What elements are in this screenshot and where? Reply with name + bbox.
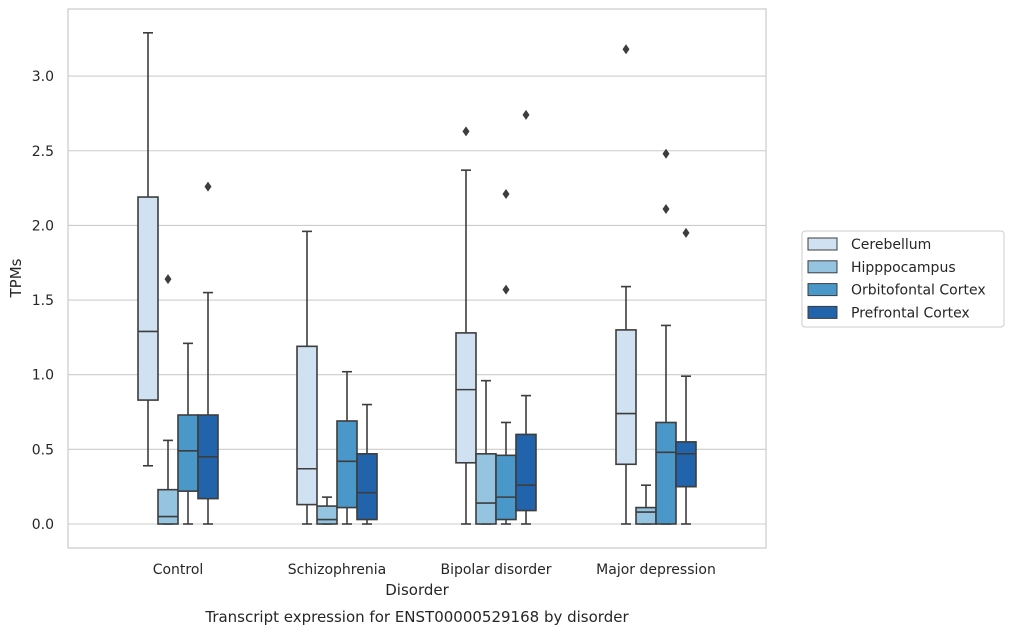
plot-frame: [67, 8, 767, 549]
iqr-box: [475, 453, 497, 525]
x-tick-label: Control: [153, 562, 204, 578]
iqr-box: [137, 196, 159, 401]
y-tick-label: 1.0: [32, 368, 54, 384]
y-tick-label: 0.5: [32, 442, 54, 458]
box-bipolar-disorder-hipppocampus: [475, 379, 497, 525]
box-bipolar-disorder-orbitofontal-cortex: [495, 189, 517, 525]
box-control-cerebellum: [137, 32, 159, 467]
iqr-box: [495, 454, 517, 521]
x-tick-labels: Control Schizophrenia Bipolar disorder Majo…: [153, 562, 716, 578]
iqr-box: [615, 329, 637, 466]
box-schizophrenia-hipppocampus: [316, 496, 338, 525]
outlier-point: [682, 227, 690, 238]
box-control-orbitofontal-cortex: [177, 342, 199, 525]
box-major-depression-cerebellum: [615, 44, 637, 525]
y-axis-label: TPMs: [7, 258, 25, 298]
chart-caption: Transcript expression for ENST0000052916…: [204, 608, 629, 626]
y-tick-label: 2.5: [32, 144, 54, 160]
box-major-depression-hipppocampus: [635, 484, 657, 525]
legend-label: Cerebellum: [851, 237, 931, 253]
legend-swatch: [807, 260, 838, 274]
box-bipolar-disorder-cerebellum: [455, 126, 477, 525]
iqr-box: [655, 421, 677, 525]
legend-label: Hipppocampus: [851, 260, 956, 276]
y-tick-label: 2.0: [32, 218, 54, 234]
y-tick-labels: 0.0 0.5 1.0 1.5 2.0 2.5 3.0: [32, 69, 54, 533]
iqr-box: [356, 453, 378, 521]
iqr-box: [635, 506, 657, 525]
outlier-point: [204, 181, 212, 192]
outlier-point: [522, 109, 530, 120]
box-major-depression-prefrontal-cortex: [675, 227, 697, 525]
outlier-point: [502, 189, 510, 200]
legend-label: Orbitofontal Cortex: [851, 283, 986, 299]
box-major-depression-orbitofontal-cortex: [655, 148, 677, 525]
x-tick-label: Major depression: [596, 562, 716, 578]
outlier-point: [662, 148, 670, 159]
iqr-box: [177, 414, 199, 492]
y-tick-label: 3.0: [32, 69, 54, 85]
outlier-point: [622, 44, 630, 55]
box-bipolar-disorder-prefrontal-cortex: [515, 109, 537, 525]
iqr-box: [336, 420, 358, 509]
iqr-box: [515, 433, 537, 512]
x-tick-label: Bipolar disorder: [440, 562, 551, 578]
box-schizophrenia-cerebellum: [296, 230, 318, 525]
iqr-box: [316, 505, 338, 525]
box-groups: [137, 32, 697, 525]
iqr-box: [675, 441, 697, 488]
iqr-box: [157, 488, 179, 525]
legend-swatch: [807, 283, 838, 297]
legend-swatch: [807, 305, 838, 319]
outlier-point: [502, 284, 510, 295]
legend-swatch: [807, 237, 838, 251]
y-tick-label: 0.0: [32, 517, 54, 533]
box-schizophrenia-orbitofontal-cortex: [336, 370, 358, 525]
legend: Cerebellum Hipppocampus Orbitofontal Corte…: [801, 230, 1005, 328]
outlier-point: [662, 203, 670, 214]
box-control-hipppocampus: [157, 274, 179, 525]
x-tick-label: Schizophrenia: [288, 562, 386, 578]
iqr-box: [455, 332, 477, 464]
iqr-box: [296, 345, 318, 506]
y-tick-label: 1.5: [32, 293, 54, 309]
outlier-point: [462, 126, 470, 137]
x-axis-label: Disorder: [385, 581, 449, 599]
box-control-prefrontal-cortex: [197, 181, 219, 525]
outlier-point: [164, 274, 172, 285]
box-schizophrenia-prefrontal-cortex: [356, 403, 378, 525]
legend-label: Prefrontal Cortex: [851, 305, 970, 321]
legend-frame: [801, 230, 1005, 328]
